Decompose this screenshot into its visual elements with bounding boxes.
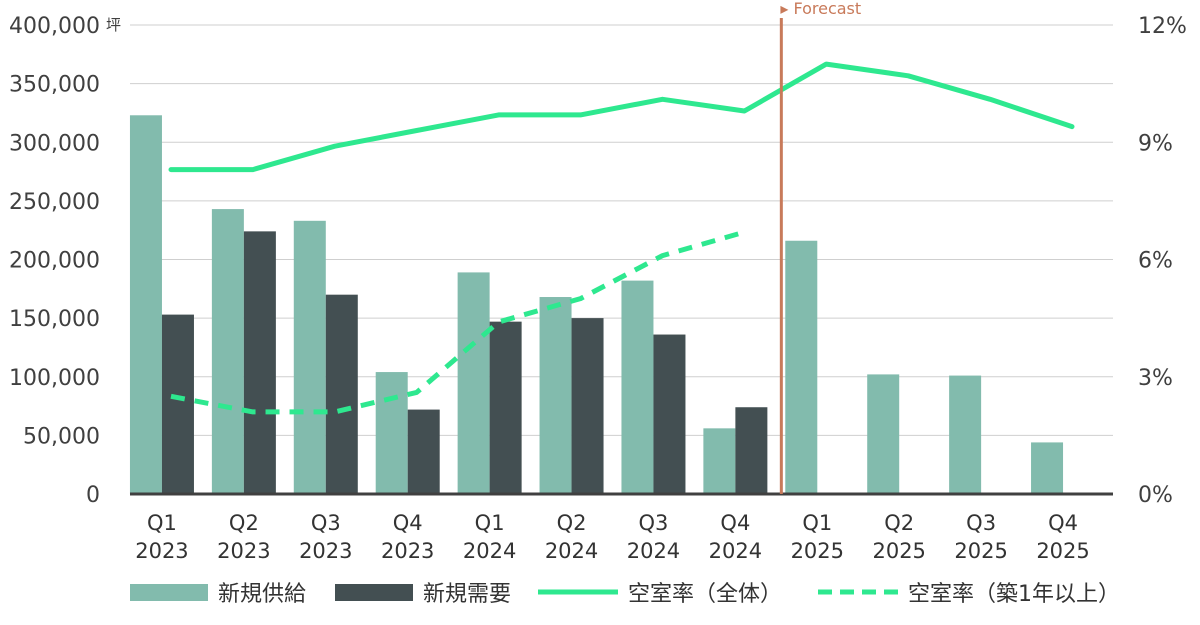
bar-new-demand [325, 294, 358, 494]
right-axis-tick-label: 6% [1138, 249, 1173, 274]
left-axis-unit: 坪 [106, 16, 121, 34]
bar-new-supply [703, 428, 736, 494]
bar-new-supply [621, 280, 654, 494]
bar-new-supply [457, 272, 490, 494]
line-vacancy-1yr-plus [170, 229, 746, 415]
axes-group: 坪 [106, 16, 1113, 496]
legend-label: 新規供給 [218, 582, 306, 607]
x-tick-label-year: 2024 [709, 539, 762, 563]
left-axis-tick-label: 200,000 [9, 249, 100, 274]
x-tick-label-year: 2023 [135, 539, 188, 563]
right-axis-tick-label: 9% [1138, 131, 1173, 156]
bar-new-supply [375, 372, 408, 494]
right-axis-tick-label: 12% [1138, 14, 1187, 39]
forecast-marker-group: ▸ Forecast [779, 0, 861, 494]
x-tick-label-quarter: Q2 [884, 511, 914, 535]
x-tick-label-quarter: Q1 [475, 511, 505, 535]
x-tick-label-year: 2025 [954, 539, 1007, 563]
bar-new-supply [785, 240, 818, 494]
left-axis-tick-label: 300,000 [9, 131, 100, 156]
x-tick-label-quarter: Q4 [1048, 511, 1078, 535]
x-tick-label-quarter: Q4 [393, 511, 423, 535]
bar-new-demand [407, 409, 440, 494]
left-axis-tick-label: 150,000 [9, 307, 100, 332]
bar-new-demand [735, 407, 768, 494]
legend-swatch-new-demand [335, 584, 413, 601]
x-tick-label-year: 2024 [627, 539, 680, 563]
x-tick-label-year: 2023 [217, 539, 270, 563]
x-tick-label-year: 2023 [299, 539, 352, 563]
x-tick-label-quarter: Q3 [639, 511, 669, 535]
bar-new-supply [539, 297, 572, 494]
x-tick-label-quarter: Q2 [229, 511, 259, 535]
legend-label: 空室率（築1年以上） [908, 582, 1120, 607]
x-tick-label-year: 2025 [1036, 539, 1089, 563]
x-tick-label-year: 2024 [463, 539, 516, 563]
x-tick-label-year: 2025 [872, 539, 925, 563]
bar-new-supply [867, 374, 900, 494]
left-axis-tick-label: 250,000 [9, 190, 100, 215]
x-tick-label-quarter: Q2 [557, 511, 587, 535]
x-tick-label-year: 2024 [545, 539, 598, 563]
bar-new-supply [949, 375, 982, 494]
forecast-label: ▸ Forecast [780, 0, 861, 18]
bar-new-demand [653, 334, 686, 494]
left-axis-tick-label: 50,000 [23, 424, 100, 449]
line-vacancy-overall [168, 61, 1075, 173]
right-axis-tick-label: 0% [1138, 483, 1173, 508]
left-axis-tick-label: 100,000 [9, 366, 100, 391]
legend: 新規供給 新規需要 空室率（全体） 空室率（築1年以上） [130, 582, 1120, 607]
legend-label: 新規需要 [423, 582, 511, 607]
left-axis-tick-label: 350,000 [9, 73, 100, 98]
x-tick-label-year: 2025 [791, 539, 844, 563]
bar-new-supply [293, 220, 326, 494]
bar-new-supply [211, 209, 244, 494]
right-axis-tick-label: 3% [1138, 366, 1173, 391]
tick-labels-group: 0 50,000 100,000 150,000 200,000 250,000 300,0… [9, 14, 1187, 563]
x-tick-label-quarter: Q4 [720, 511, 750, 535]
x-tick-label-year: 2023 [381, 539, 434, 563]
bar-series-group [129, 115, 1064, 495]
x-tick-label-quarter: Q1 [147, 511, 177, 535]
legend-label: 空室率（全体） [628, 582, 782, 607]
line-series-group [168, 61, 1075, 415]
x-tick-label-quarter: Q3 [311, 511, 341, 535]
legend-swatch-new-supply [130, 584, 208, 601]
bar-new-supply [1031, 442, 1064, 494]
left-axis-tick-label: 400,000 [9, 14, 100, 39]
bar-new-supply [129, 115, 162, 494]
left-axis-tick-label: 0 [86, 483, 100, 508]
bar-new-demand [489, 321, 522, 494]
x-tick-label-quarter: Q1 [802, 511, 832, 535]
bar-new-demand [161, 314, 194, 494]
bar-new-demand [243, 231, 276, 495]
bar-new-demand [571, 318, 604, 494]
x-tick-label-quarter: Q3 [966, 511, 996, 535]
